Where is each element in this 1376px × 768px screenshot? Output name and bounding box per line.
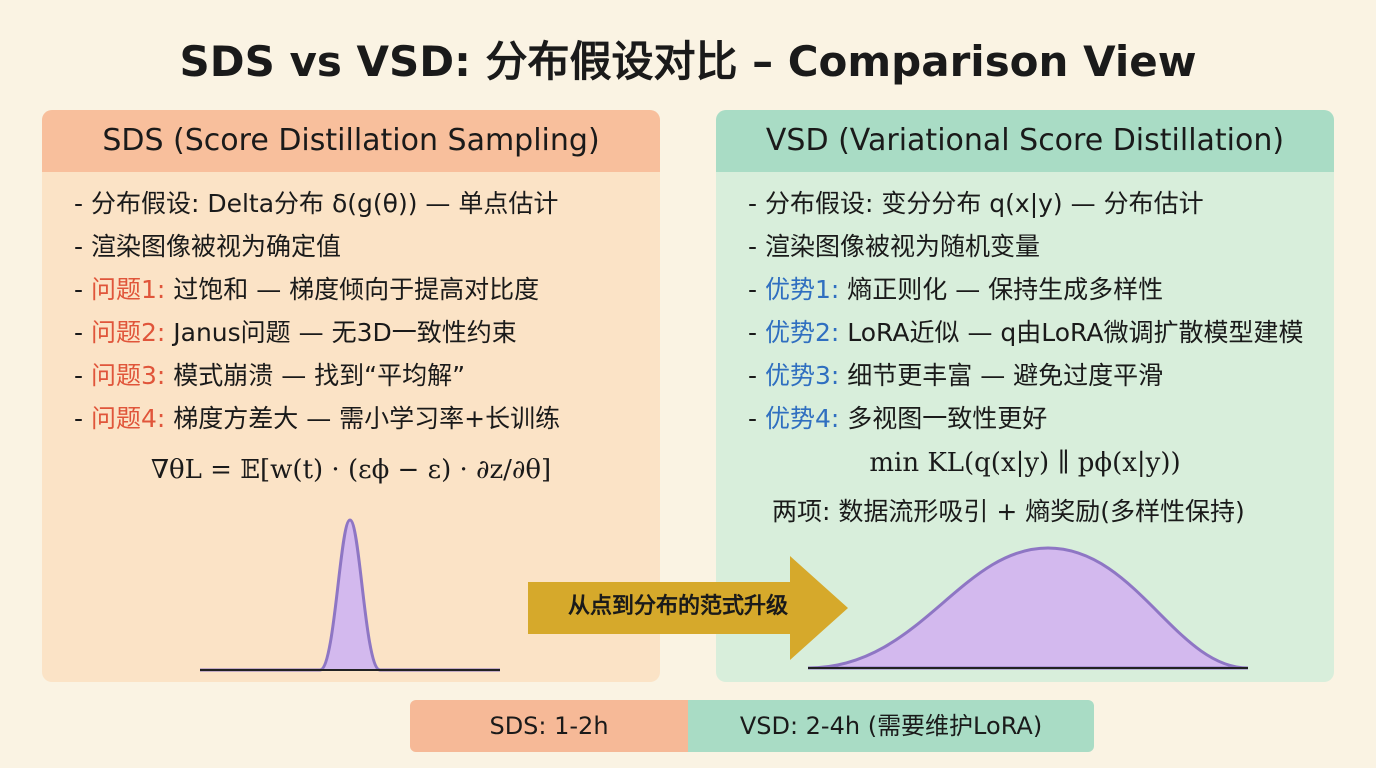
bullet-label: 问题2:	[90, 318, 166, 347]
bullet-label: 优势3:	[764, 361, 840, 390]
bullet-item: 问题4: 梯度方差大 — 需小学习率+长训练	[74, 397, 560, 440]
bullet-text: Janus问题 — 无3D一致性约束	[173, 318, 517, 347]
bullet-label: 优势4:	[764, 404, 840, 433]
bullet-item: 优势1: 熵正则化 — 保持生成多样性	[748, 268, 1163, 311]
bullet-label: 问题4:	[90, 404, 166, 433]
bullet-item: 渲染图像被视为随机变量	[748, 225, 1040, 268]
bullet-text: 多视图一致性更好	[847, 404, 1048, 433]
gaussian-curve	[807, 546, 1249, 670]
footer-bar: SDS: 1-2h VSD: 2-4h (需要维护LoRA)	[410, 700, 1094, 752]
page-title: SDS vs VSD: 分布假设对比 – Comparison View	[179, 37, 1197, 86]
bullet-text: 分布假设: Delta分布 δ(g(θ)) — 单点估计	[90, 189, 559, 218]
sds-panel: SDS (Score Distillation Sampling) 分布假设: …	[42, 110, 660, 682]
bullet-label: 优势1:	[764, 275, 840, 304]
bullet-item: 问题1: 过饱和 — 梯度倾向于提高对比度	[74, 268, 539, 311]
bullet-item: 分布假设: Delta分布 δ(g(θ)) — 单点估计	[74, 182, 558, 225]
formula: min KL(q(x|y) ∥ pϕ(x|y))	[869, 448, 1181, 478]
arrow-label: 从点到分布的范式升级	[567, 594, 788, 619]
footer-sds: SDS: 1-2h	[410, 700, 688, 752]
bullet-text: LoRA近似 — q由LoRA微调扩散模型建模	[847, 318, 1304, 347]
bullet-text: 渲染图像被视为确定值	[90, 232, 341, 261]
bullet-label: 问题3:	[90, 361, 166, 390]
bullet-text: 模式崩溃 — 找到“平均解”	[173, 361, 466, 390]
bullet-text: 渲染图像被视为随机变量	[764, 232, 1040, 261]
bullet-item: 渲染图像被视为确定值	[74, 225, 341, 268]
note: 两项: 数据流形吸引 + 熵奖励(多样性保持)	[772, 497, 1245, 526]
bullet-item: 优势4: 多视图一致性更好	[748, 397, 1047, 440]
bullet-text: 梯度方差大 — 需小学习率+长训练	[173, 404, 561, 433]
delta-curve	[200, 518, 500, 672]
bullet-label: 问题1:	[90, 275, 166, 304]
bullet-item: 优势3: 细节更丰富 — 避免过度平滑	[748, 354, 1163, 397]
bullet-text: 细节更丰富 — 避免过度平滑	[847, 361, 1164, 390]
bullet-item: 问题3: 模式崩溃 — 找到“平均解”	[74, 354, 465, 397]
panel-title: SDS (Score Distillation Sampling)	[42, 110, 660, 172]
panel-title: VSD (Variational Score Distillation)	[716, 110, 1334, 172]
formula: ∇θL = 𝔼[w(t) · (εϕ − ε) · ∂z/∂θ]	[150, 455, 552, 485]
bullet-item: 优势2: LoRA近似 — q由LoRA微调扩散模型建模	[748, 311, 1304, 354]
bullet-text: 熵正则化 — 保持生成多样性	[847, 275, 1164, 304]
bullet-text: 过饱和 — 梯度倾向于提高对比度	[173, 275, 540, 304]
footer-vsd: VSD: 2-4h (需要维护LoRA)	[688, 700, 1094, 752]
bullet-text: 分布假设: 变分分布 q(x|y) — 分布估计	[764, 189, 1204, 218]
arrow	[528, 556, 848, 660]
bullet-item: 分布假设: 变分分布 q(x|y) — 分布估计	[748, 182, 1204, 225]
bullet-item: 问题2: Janus问题 — 无3D一致性约束	[74, 311, 517, 354]
bullet-label: 优势2:	[764, 318, 840, 347]
